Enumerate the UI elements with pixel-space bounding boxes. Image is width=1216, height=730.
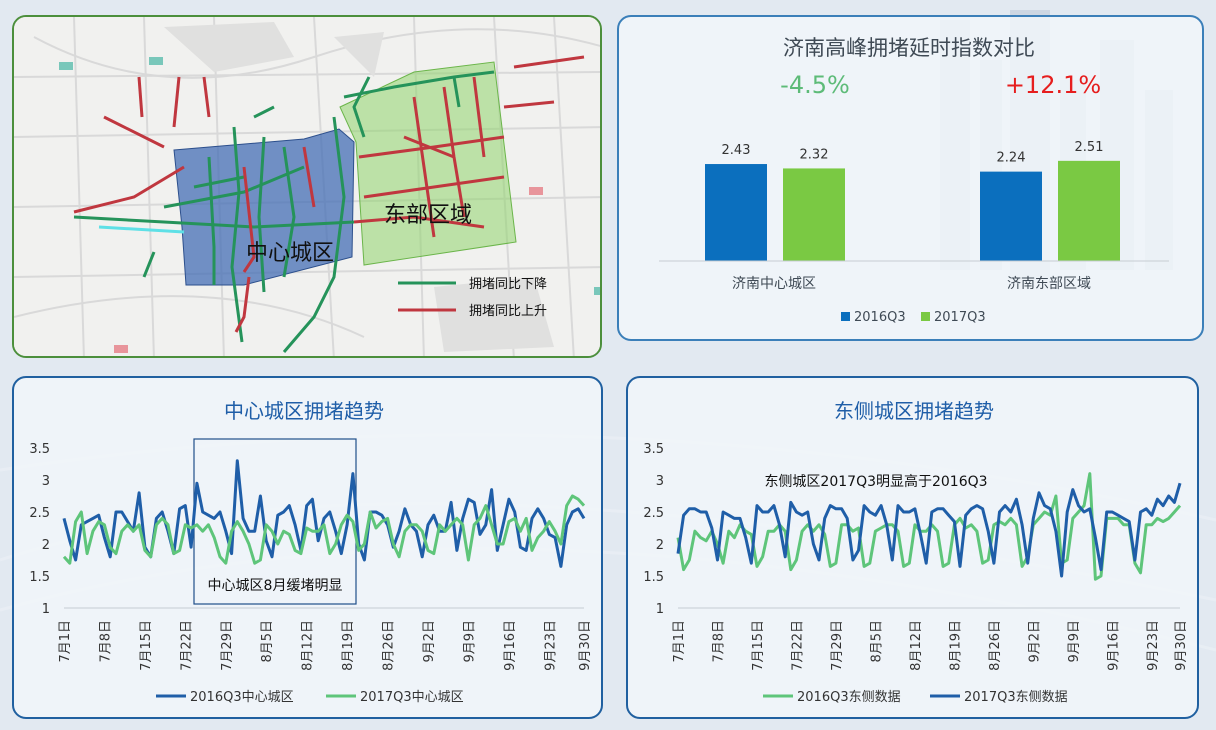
x-tick-label: 7月1日 (58, 620, 73, 663)
legend-2016-label: 2016Q3东侧数据 (797, 690, 901, 705)
x-tick-label: 9月23日 (1146, 620, 1161, 671)
east-trend-legend: 2016Q3东侧数据 2017Q3东侧数据 (763, 690, 1068, 705)
x-tick-label: 9月2日 (422, 620, 437, 663)
x-tick-label: 7月22日 (790, 620, 805, 671)
x-tick-label: 9月2日 (1027, 620, 1042, 663)
series-line-2017-central (62, 494, 586, 565)
y-tick-label: 1.5 (643, 570, 664, 585)
roads-congestion-down (73, 70, 495, 353)
base-blocks (164, 22, 554, 352)
x-tick-label: 7月29日 (830, 620, 845, 671)
x-tick-label: 8月19日 (341, 620, 356, 671)
map-legend: 拥堵同比下降 拥堵同比上升 (398, 277, 547, 319)
bar-category-east: 济南东部区域 (1007, 276, 1091, 292)
bar-value-label: 2.43 (722, 143, 751, 158)
east-annotation: 东侧城区2017Q3明显高于2016Q3 (764, 473, 987, 490)
y-tick-label: 1 (42, 602, 50, 617)
y-tick-label: 3 (42, 474, 50, 489)
series-line-2016-central (62, 459, 586, 568)
y-tick-label: 2.5 (643, 506, 664, 521)
central-district-label: 中心城区 (246, 241, 334, 266)
bar-value-label: 2.24 (997, 151, 1026, 166)
legend-2016-swatch (841, 312, 850, 321)
bar-chart: 济南高峰拥堵延时指数对比 -4.5% +12.1% 2.43 2.32 2.24 2.… (659, 36, 1169, 325)
bar-central-2017 (783, 168, 845, 261)
central-trend-title: 中心城区拥堵趋势 (224, 399, 384, 423)
east-trend-panel: 东侧城区拥堵趋势 东侧城区2017Q3明显高于2016Q3 1 1.5 2 2.5 3 3… (626, 376, 1199, 719)
map-tag (594, 287, 600, 295)
x-tick-label: 9月9日 (462, 620, 477, 663)
x-tick-label: 9月16日 (503, 620, 518, 671)
x-tick-label: 9月30日 (578, 620, 593, 671)
base-roads (14, 17, 600, 356)
east-trend-chart: 东侧城区拥堵趋势 东侧城区2017Q3明显高于2016Q3 1 1.5 2 2.5 3 3… (643, 399, 1189, 705)
x-tick-label: 7月22日 (179, 620, 194, 671)
bar-east-2016 (980, 171, 1042, 261)
y-tick-label: 2 (42, 538, 50, 553)
east-district-label: 东部区域 (384, 203, 472, 228)
bar-value-label: 2.51 (1075, 140, 1104, 155)
bar-legend: 2016Q3 2017Q3 (841, 310, 986, 325)
change-central: -4.5% (780, 71, 850, 99)
x-tick-label: 8月26日 (988, 620, 1003, 671)
map-panel: 中心城区 东部区域 拥堵同比下降 拥堵同比上升 (12, 15, 602, 358)
east-district-area (339, 61, 517, 266)
bar-chart-title: 济南高峰拥堵延时指数对比 (783, 36, 1035, 60)
bar-chart-panel: 济南高峰拥堵延时指数对比 -4.5% +12.1% 2.43 2.32 2.24 2.… (617, 15, 1204, 341)
change-east: +12.1% (1005, 71, 1101, 99)
x-tick-label: 7月15日 (751, 620, 766, 671)
y-tick-label: 3.5 (643, 442, 664, 457)
central-trend-legend: 2016Q3中心城区 2017Q3中心城区 (156, 690, 464, 705)
x-tick-label: 8月12日 (909, 620, 924, 671)
central-trend-chart: 中心城区拥堵趋势 中心城区8月缓堵明显 1 1.5 2 2.5 3 3.5 7月1日 7月8… (29, 399, 593, 705)
x-tick-label: 7月29日 (220, 620, 235, 671)
bar-east-2017 (1058, 160, 1120, 261)
congestion-map: 中心城区 东部区域 拥堵同比下降 拥堵同比上升 (14, 17, 600, 356)
central-trend-panel: 中心城区拥堵趋势 中心城区8月缓堵明显 1 1.5 2 2.5 3 3.5 7月1日 7月8… (12, 376, 603, 719)
x-tick-label: 7月15日 (139, 620, 154, 671)
river-road (98, 225, 185, 234)
x-tick-label: 8月12日 (301, 620, 316, 671)
map-tag (149, 57, 163, 65)
x-tick-label: 8月26日 (382, 620, 397, 671)
bar-category-central: 济南中心城区 (732, 276, 816, 292)
x-tick-label: 7月8日 (98, 620, 113, 663)
y-tick-label: 1.5 (29, 570, 50, 585)
legend-2017-label: 2017Q3中心城区 (360, 690, 464, 705)
east-trend-title: 东侧城区拥堵趋势 (834, 399, 994, 423)
y-tick-label: 3 (656, 474, 664, 489)
x-tick-label: 8月19日 (948, 620, 963, 671)
legend-up-label: 拥堵同比上升 (469, 304, 547, 319)
x-tick-label: 9月30日 (1174, 620, 1189, 671)
x-tick-label: 8月5日 (869, 620, 884, 663)
y-tick-label: 3.5 (29, 442, 50, 457)
x-tick-label: 9月16日 (1106, 620, 1121, 671)
bar-central-2016 (705, 164, 767, 261)
roads-congestion-up (73, 55, 585, 333)
x-tick-label: 7月1日 (672, 620, 687, 663)
legend-2016-label: 2016Q3中心城区 (190, 690, 294, 705)
y-tick-label: 2 (656, 538, 664, 553)
x-tick-label: 7月8日 (711, 620, 726, 663)
central-annotation: 中心城区8月缓堵明显 (208, 578, 343, 594)
legend-down-label: 拥堵同比下降 (469, 277, 547, 292)
legend-2017-swatch (921, 312, 930, 321)
map-tag (59, 62, 73, 70)
series-line-2017-east (676, 482, 1182, 578)
y-tick-label: 2.5 (29, 506, 50, 521)
map-tag (529, 187, 543, 195)
y-tick-label: 1 (656, 602, 664, 617)
x-tick-label: 9月23日 (543, 620, 558, 671)
legend-2017-label: 2017Q3 (934, 310, 986, 325)
legend-2017-label: 2017Q3东侧数据 (964, 690, 1068, 705)
x-tick-label: 9月9日 (1067, 620, 1082, 663)
map-tag (114, 345, 128, 353)
legend-2016-label: 2016Q3 (854, 310, 906, 325)
x-tick-label: 8月5日 (260, 620, 275, 663)
bar-value-label: 2.32 (800, 147, 829, 162)
